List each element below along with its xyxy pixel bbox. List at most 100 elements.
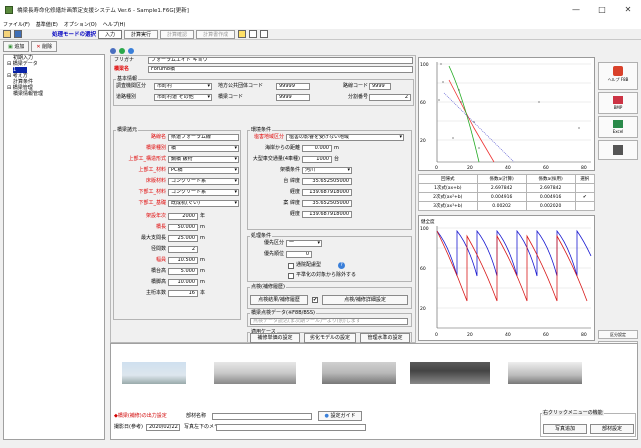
ok-icon[interactable] [119, 47, 125, 54]
delete-button[interactable]: ✕ 削除 [31, 41, 58, 52]
category-setting-button[interactable]: 区分設定 [598, 330, 638, 339]
regression-chart: 100 60 20 0 20 40 60 80 [418, 57, 595, 171]
num-abutment-field[interactable]: 5.000 [168, 268, 198, 275]
menu-help[interactable]: ヘルプ(H) [102, 22, 126, 28]
close-button[interactable]: ✕ [624, 5, 632, 14]
insp-check[interactable]: ✔ [312, 297, 318, 303]
sea-field[interactable]: 0.000 [302, 145, 332, 152]
cb-hospital[interactable] [288, 263, 294, 269]
data-title: 橋梁点検データ(※F8B/BSS) [250, 310, 316, 316]
guide-button[interactable]: ● 設定ガイド [318, 411, 362, 421]
traffic-field[interactable]: 1000 [302, 156, 332, 163]
spec-structure-select[interactable]: 鋼橋 鈑桁 [168, 156, 239, 163]
part-setting-button[interactable]: 部材設定 [590, 424, 634, 434]
save-icon[interactable] [14, 30, 22, 38]
spec-upper-material-select[interactable]: PC橋 [168, 167, 239, 174]
photo-thumbnail[interactable] [508, 362, 582, 384]
tree-item-thinking[interactable]: ⊟ 考え方 [7, 73, 28, 79]
select-checkbox[interactable] [574, 201, 596, 211]
add-button[interactable]: ▣ 追加 [3, 41, 30, 52]
apply-model-button[interactable]: 劣化モデルの設定 [304, 333, 356, 343]
prio-select[interactable]: 一 [286, 240, 322, 247]
cross-select[interactable]: 河川 [302, 167, 352, 174]
spec-deck-select[interactable]: コンクリート系 [168, 178, 239, 185]
tab-input[interactable]: 入力 [98, 29, 123, 39]
bridge-name-field[interactable]: Forum8橋 [148, 66, 413, 73]
num-span-field[interactable]: 25.000 [168, 235, 198, 242]
tab-calc-check[interactable]: 計算確認 [160, 29, 195, 39]
main-toolbar: 処理モードの選択 入力 計算実行 計算確認 計算書作成 [0, 29, 641, 40]
help-icon[interactable] [238, 30, 247, 38]
tree-item-initial[interactable]: 初期入力 [13, 55, 34, 61]
lat1-field[interactable]: 35.652505000 [302, 178, 352, 185]
photo-thumbnail[interactable] [122, 362, 186, 384]
num-spans-field[interactable]: 2 [168, 246, 198, 253]
pref-select[interactable]: 市町村 [154, 83, 212, 90]
info-icon[interactable] [128, 47, 134, 54]
photo-thumbnail[interactable] [214, 362, 296, 384]
memo-field[interactable] [216, 424, 366, 431]
road-select[interactable]: 市町村道 その他 [154, 94, 212, 101]
apply-level-button[interactable]: 管理水準の設定 [360, 333, 410, 343]
lon2-field[interactable]: 139.687918000 [302, 211, 352, 218]
spec-route-field[interactable]: 県道フォーラム線 [168, 134, 239, 141]
menu-option[interactable]: オプション(O) [63, 22, 97, 28]
num-width-field[interactable]: 10.500 [168, 257, 198, 264]
apply-cost-button[interactable]: 補修単価の設定 [250, 333, 300, 343]
menu-file[interactable]: ファイル(F) [3, 22, 30, 28]
bmp-icon[interactable] [249, 30, 258, 38]
cell[interactable]: 0.002020 [525, 201, 576, 211]
add-photo-button[interactable]: 写真追加 [543, 424, 587, 434]
cell[interactable]: 2.697842 [525, 183, 576, 193]
maximize-button[interactable]: □ [598, 5, 606, 14]
num-length-field[interactable]: 50.000 [168, 224, 198, 231]
insp-history-button[interactable]: 点検結果/補修履歴 [250, 295, 308, 305]
excel-button[interactable]: Excel [598, 116, 638, 138]
cb-exclude[interactable] [288, 273, 294, 279]
bridge-code-field[interactable]: 9999 [276, 94, 310, 101]
route-field[interactable]: 9999 [369, 83, 391, 90]
open-folder-icon[interactable] [3, 30, 11, 38]
excel-icon[interactable] [260, 30, 269, 38]
prio2-field[interactable]: 0 [286, 251, 312, 258]
env-area-select[interactable]: 塩害の影響を受けない地域 [286, 134, 404, 141]
help-icon[interactable]: ? [338, 262, 345, 269]
tab-calc-run[interactable]: 計算実行 [124, 29, 159, 39]
select-checkbox[interactable]: ✔ [574, 192, 596, 202]
insp-detail-button[interactable]: 点検/補修詳細設定 [322, 295, 408, 305]
num-girders-field[interactable]: 16 [168, 290, 198, 297]
tree-item-info-management[interactable]: 橋梁情報管理 [13, 91, 44, 97]
tab-report[interactable]: 計算書作成 [196, 29, 236, 39]
tree-item-bridge-data[interactable]: ⊟ 橋梁データ [7, 61, 38, 67]
data-note-field[interactable]: 点検データ読込(ま次期ツール)一より(別)します [250, 318, 408, 325]
tree-item-bridge-1[interactable]: 1 [5, 67, 103, 73]
date-field[interactable]: 2020/02/22 [146, 424, 180, 431]
code-field[interactable]: 99999 [276, 83, 310, 90]
furigana-field[interactable]: フォーラムエイト キョウ [148, 57, 413, 64]
soundness-chart: 健全度 100 60 20 0 20 40 60 80 [418, 215, 595, 341]
num-label-span: 最大支間長 [140, 235, 166, 241]
select-checkbox[interactable] [574, 183, 596, 193]
spec-foundation-select[interactable]: 既成杭(ぐい) [168, 200, 239, 207]
photo-thumbnail[interactable] [322, 362, 396, 384]
cell[interactable]: 0.004916 [525, 192, 576, 202]
num-pier-field[interactable]: 10.000 [168, 279, 198, 286]
bmp-button[interactable]: BMP [598, 92, 638, 114]
open-icon[interactable] [110, 47, 116, 54]
print-button[interactable] [598, 140, 638, 160]
div-field[interactable]: 2 [369, 94, 411, 101]
cb-exclude-label: 平準化の対象から除外する [296, 272, 357, 278]
lon1-field[interactable]: 139.687918000 [302, 189, 352, 196]
apply-group [247, 332, 412, 342]
minimize-button[interactable]: — [572, 5, 580, 14]
photo-thumbnail[interactable] [410, 362, 490, 384]
tree-item-calc-conditions[interactable]: 計算条件 [13, 79, 34, 85]
lat2-field[interactable]: 35.652505000 [302, 200, 352, 207]
tree-item-management[interactable]: ⊟ 橋梁管理 [7, 85, 33, 91]
num-year-field[interactable]: 2000 [168, 213, 198, 220]
help-f8b-button[interactable]: ヘルプ F8B [598, 62, 638, 90]
spec-kind-select[interactable]: 橋 [168, 145, 239, 152]
photo-name-field[interactable] [212, 413, 312, 420]
menu-standard[interactable]: 基準値(E) [35, 22, 58, 28]
spec-lower-material-select[interactable]: コンクリート系 [168, 189, 239, 196]
